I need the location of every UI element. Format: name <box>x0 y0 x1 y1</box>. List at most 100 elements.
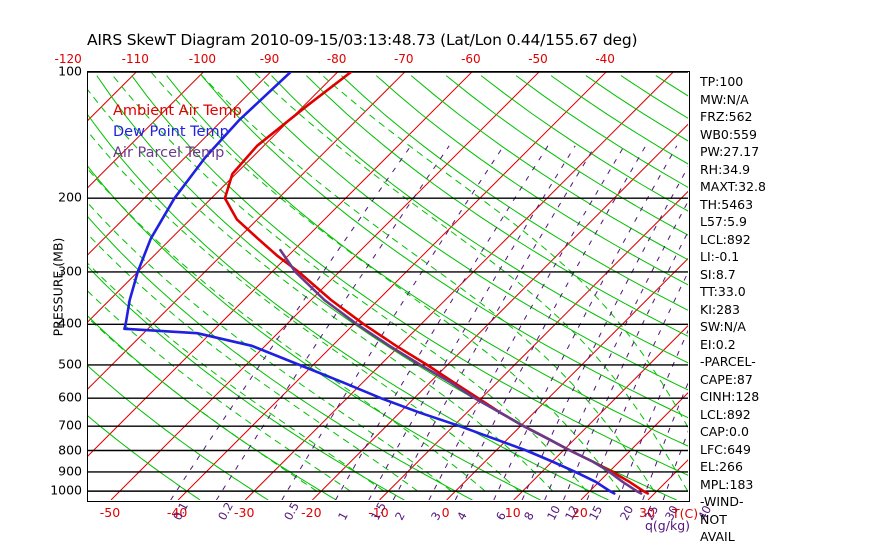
isotherm <box>88 72 338 323</box>
stat-line: KI:283 <box>700 301 740 317</box>
stat-line: FRZ:562 <box>700 109 753 124</box>
stat-line: SI:8.7 <box>700 266 736 282</box>
mixing-ratio-tick: 8 <box>521 509 537 523</box>
dry-adiabat <box>88 365 269 500</box>
stat-line: TH:5463 <box>700 196 754 212</box>
stat-line: MW:N/A <box>700 91 749 107</box>
stat-line: CAP:0.0 <box>700 424 749 439</box>
top-temp-tick: -70 <box>393 52 414 66</box>
mixing-ratio-line <box>642 381 688 500</box>
moist-adiabat <box>88 233 418 492</box>
top-temp-tick: -50 <box>528 52 548 66</box>
isotherm <box>88 72 406 390</box>
stat-line: NOT <box>700 511 727 527</box>
stat-line: EL:266 <box>700 459 743 474</box>
y-axis-label: PRESSURE (MB) <box>50 237 66 337</box>
isotherm <box>177 72 607 500</box>
stat-line: PW:27.17 <box>700 144 760 159</box>
plot-area <box>87 71 690 502</box>
bottom-temp-tick: -10 <box>368 505 389 520</box>
pressure-tick: 800 <box>58 442 82 457</box>
dry-adiabat <box>166 75 688 447</box>
series-air-parcel-temp <box>279 248 643 495</box>
mixing-ratio-tick: 10 <box>543 503 563 523</box>
bottom-temp-tick: 20 <box>571 505 588 520</box>
bottom-temp-tick: -50 <box>99 505 121 520</box>
top-temp-tick: -40 <box>595 52 615 66</box>
isotherm <box>110 72 540 500</box>
isotherm <box>88 72 271 256</box>
isotherm <box>580 392 688 500</box>
mixing-ratio-line <box>170 145 412 500</box>
moist-adiabat <box>88 290 351 492</box>
pressure-tick: 700 <box>58 417 82 433</box>
moist-adiabat <box>88 168 486 492</box>
mixing-ratio-line <box>454 145 647 500</box>
mixing-ratio-line <box>586 271 688 500</box>
stat-line: -PARCEL- <box>700 354 756 369</box>
pressure-tick: 200 <box>58 189 82 205</box>
moist-adiabat <box>198 72 655 492</box>
mixing-ratio-line <box>493 145 678 500</box>
isotherm <box>647 459 688 500</box>
pressure-tick: 900 <box>58 463 82 479</box>
legend-dew-point-temp: Dew Point Temp <box>113 124 229 140</box>
moist-adiabat <box>253 72 688 492</box>
isotherm <box>312 123 688 500</box>
top-temp-tick: -80 <box>326 52 347 66</box>
stat-line: -WIND- <box>700 494 744 509</box>
dry-adiabat <box>480 75 688 212</box>
stat-line: WB0:559 <box>700 126 757 142</box>
stat-line: CAPE:87 <box>700 371 753 387</box>
stat-line: TT:33.0 <box>700 284 746 299</box>
stats-panel: TP:100 MW:N/A FRZ:562 WB0:559 PW:27.17 RH:34.… <box>700 73 850 546</box>
top-temp-tick: -100 <box>188 52 216 66</box>
legend-air-parcel-temp: Air Parcel Temp <box>113 145 225 161</box>
moist-adiabat <box>88 131 520 492</box>
top-temp-tick: -120 <box>54 52 82 66</box>
bottom-temp-tick: 10 <box>504 505 521 520</box>
stat-line: RH:34.9 <box>700 161 751 177</box>
top-temp-tick: -110 <box>121 52 149 66</box>
dry-adiabat <box>236 75 688 391</box>
moist-adiabat <box>317 72 688 429</box>
stat-line: TP:100 <box>700 74 744 89</box>
moist-adiabat <box>88 89 554 492</box>
stat-line: MPL:183 <box>700 476 754 492</box>
isotherm <box>513 325 688 500</box>
stat-line: L57:5.9 <box>700 214 747 229</box>
pressure-tick: 600 <box>58 389 82 405</box>
dry-adiabat <box>96 75 677 500</box>
dry-adiabat <box>88 165 541 500</box>
mixing-ratio-tick: 15 <box>586 503 606 523</box>
stat-line: MAXT:32.8 <box>700 179 766 194</box>
pressure-tick: 300 <box>58 263 82 279</box>
bottom-temp-tick: -20 <box>301 505 322 520</box>
legend-ambient-air-temp: Ambient Air Temp <box>113 103 242 119</box>
dry-adiabat <box>88 266 405 500</box>
mixing-ratio-unit-label: q(g/kg) <box>645 518 691 533</box>
dry-adiabat <box>306 75 688 337</box>
top-temp-tick: -60 <box>461 52 481 66</box>
bottom-temp-tick: 0 <box>441 505 450 520</box>
isotherm <box>446 257 688 500</box>
mixing-ratio-line <box>428 145 625 500</box>
dry-adiabat <box>201 75 688 419</box>
stat-line: LCL:892 <box>700 231 751 247</box>
stat-line: LFC:649 <box>700 441 751 457</box>
stat-line: EI:0.2 <box>700 336 736 352</box>
mixing-ratio-tick: 2 <box>392 509 409 523</box>
pressure-tick: 500 <box>58 356 82 372</box>
x-axis-label: T(C) <box>672 506 699 521</box>
pressure-tick: 400 <box>58 315 82 331</box>
dry-adiabat <box>88 216 473 500</box>
bottom-temp-tick: 30 <box>639 505 655 520</box>
dry-adiabat <box>341 75 688 311</box>
bottom-temp-tick: -30 <box>234 505 255 520</box>
mixing-ratio-line <box>368 145 576 500</box>
dry-adiabat <box>410 75 688 261</box>
mixing-ratio-tick: 20 <box>617 503 637 523</box>
pressure-tick: 100 <box>58 63 82 79</box>
mixing-ratio-tick: 1 <box>334 509 351 523</box>
